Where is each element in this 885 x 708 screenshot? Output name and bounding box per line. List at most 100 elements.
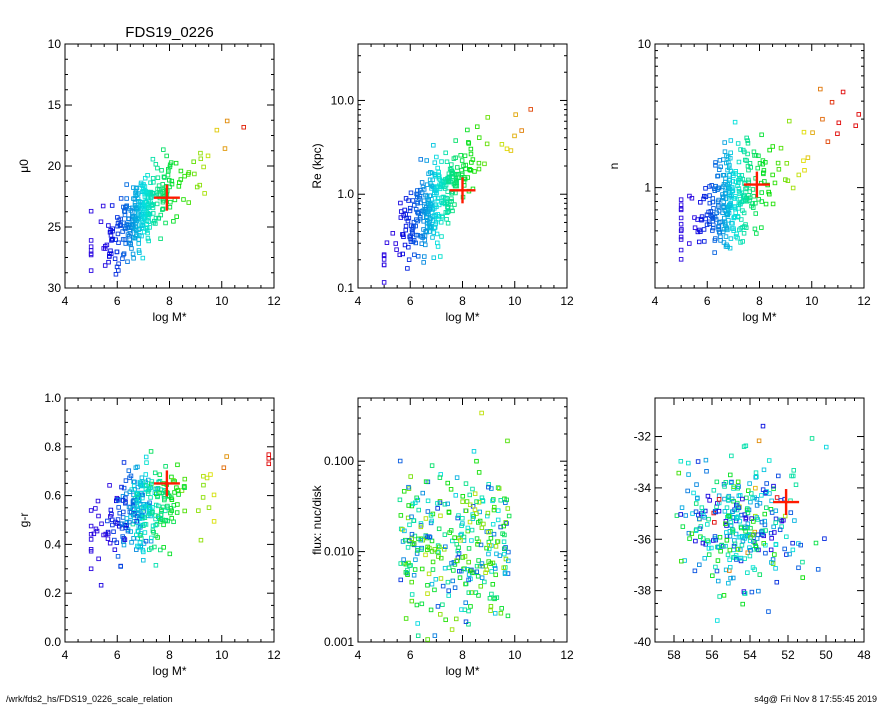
x-tick-label: 4 [62, 648, 69, 662]
data-point [160, 199, 166, 205]
data-point [463, 162, 468, 168]
data-point [166, 168, 171, 174]
data-point [123, 478, 129, 483]
data-point [476, 500, 482, 505]
data-point [131, 196, 136, 201]
data-point [753, 475, 758, 480]
data-point [770, 172, 775, 178]
data-point [443, 617, 448, 623]
data-point [739, 525, 744, 531]
data-point [725, 227, 730, 233]
data-point [181, 484, 187, 489]
data-point [178, 168, 184, 174]
x-tick-label: 10 [508, 294, 522, 308]
data-point [407, 563, 412, 568]
data-point [735, 479, 741, 485]
data-point [415, 209, 420, 215]
data-point [415, 233, 421, 238]
data-point [763, 550, 768, 556]
y-axis-label: n [607, 163, 621, 170]
data-point [121, 542, 127, 548]
data-point [117, 223, 123, 228]
x-axis-label: log M* [445, 664, 479, 678]
panel-4-points [88, 449, 272, 588]
data-point [771, 524, 776, 530]
data-point [757, 161, 763, 166]
data-point [132, 200, 138, 206]
data-point [714, 479, 720, 485]
data-point [727, 172, 732, 178]
data-point [724, 225, 729, 230]
data-point [485, 510, 491, 516]
data-point [182, 508, 187, 514]
data-point [763, 528, 768, 533]
data-point [153, 563, 159, 568]
y-tick-label: 1.0 [44, 391, 61, 405]
data-point [115, 231, 121, 237]
data-point [747, 553, 753, 559]
data-point [403, 212, 408, 217]
data-point [448, 528, 454, 533]
data-point [142, 175, 148, 181]
data-point [133, 186, 139, 191]
data-point [762, 518, 767, 524]
data-point [88, 537, 94, 542]
y-axis-label: g-r [17, 513, 31, 528]
data-point [400, 232, 405, 237]
data-point [182, 173, 187, 179]
data-point [131, 256, 136, 261]
data-point [822, 536, 827, 541]
data-point [404, 216, 409, 221]
data-point [519, 128, 524, 133]
data-point [449, 196, 454, 201]
data-point [130, 219, 136, 225]
data-point [476, 558, 481, 563]
data-point [759, 199, 765, 204]
data-point [398, 577, 404, 583]
data-point [730, 575, 736, 581]
data-point [402, 207, 407, 213]
data-point [466, 559, 471, 565]
data-point [158, 236, 163, 241]
data-point [727, 178, 733, 183]
data-point [428, 513, 434, 518]
data-point [704, 212, 710, 218]
data-point [438, 612, 443, 617]
data-point [747, 538, 753, 544]
panel-2-axes: 4 6 8 10 12 0.1 1.0 10.0 log M* Re (kpc) [310, 43, 574, 324]
data-point [478, 542, 484, 548]
data-point [397, 252, 402, 258]
data-point [467, 167, 473, 173]
data-point [439, 181, 444, 187]
data-point [142, 188, 147, 194]
data-point [114, 264, 120, 270]
data-point [381, 262, 387, 268]
data-point [761, 467, 767, 473]
data-point [433, 212, 438, 218]
data-point [463, 508, 469, 514]
data-point [418, 537, 423, 543]
data-point [419, 566, 425, 572]
data-point [435, 543, 441, 548]
data-point [409, 579, 414, 585]
data-point [686, 460, 691, 466]
data-point [743, 443, 749, 449]
data-point [108, 507, 114, 513]
data-point [411, 219, 417, 225]
data-point [474, 536, 480, 541]
data-point [106, 223, 111, 228]
data-point [728, 472, 733, 478]
data-point [751, 532, 756, 537]
data-point [164, 153, 169, 159]
data-point [784, 534, 789, 539]
data-point [744, 507, 750, 513]
data-point [192, 171, 197, 177]
data-point [476, 135, 482, 140]
y-tick-label: 1 [644, 181, 651, 195]
data-point [120, 229, 125, 234]
data-point [135, 464, 140, 470]
data-point [165, 518, 170, 524]
data-point [140, 547, 146, 553]
data-point [416, 507, 421, 513]
data-point [790, 540, 795, 546]
